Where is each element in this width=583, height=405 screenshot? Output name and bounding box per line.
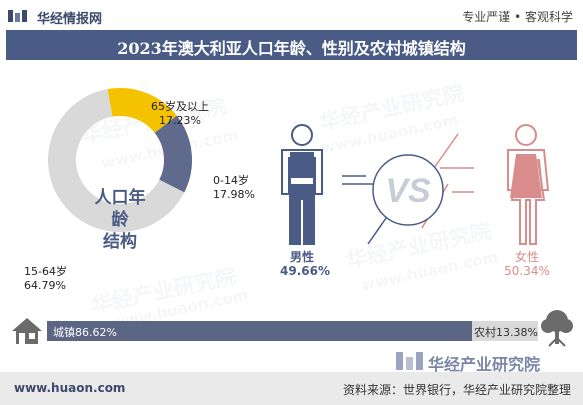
tree-icon xyxy=(541,310,573,347)
footer-site-link[interactable]: www.huaon.com xyxy=(14,381,126,395)
slice-value: 17.98% xyxy=(213,188,255,201)
slice-name: 0-14岁 xyxy=(213,174,249,187)
footer-source: 资料来源：世界银行，华经产业研究院整理 xyxy=(342,383,571,397)
brand-logo-icon xyxy=(8,10,27,22)
donut-center-label-line2: 结构 xyxy=(103,232,137,252)
footer: www.huaon.com 资料来源：世界银行，华经产业研究院整理 xyxy=(0,372,583,405)
watermark-logo: 华经产业研究院 xyxy=(392,350,577,374)
donut-center-label-line1: 人口年龄 xyxy=(94,188,146,230)
slice-label-15-64: 15-64岁 64.79% xyxy=(24,265,67,293)
title-band: 2023年澳大利亚人口年龄、性别及农村城镇结构 xyxy=(6,30,577,60)
female-value: 50.34% xyxy=(504,264,550,278)
urban-bar-segment: 城镇86.62% xyxy=(47,321,472,341)
slice-label-65plus: 65岁及以上 17.23% xyxy=(140,100,220,128)
male-icon xyxy=(281,124,323,245)
watermark-logo-icon xyxy=(396,352,423,370)
donut-slice-15-64 xyxy=(48,89,185,232)
donut-slice-0-14 xyxy=(154,115,192,193)
female-label: 女性 50.34% xyxy=(502,250,552,278)
slice-name: 15-64岁 xyxy=(24,265,67,278)
slice-value: 17.23% xyxy=(159,114,201,127)
female-icon xyxy=(507,124,550,245)
rural-bar-segment: 农村13.38% xyxy=(472,321,538,341)
male-label: 男性 49.66% xyxy=(280,250,330,278)
urban-label: 城镇86.62% xyxy=(53,326,117,339)
male-name: 男性 xyxy=(289,250,314,264)
watermark-logo-text: 华经产业研究院 xyxy=(428,355,541,374)
rural-label: 农村13.38% xyxy=(474,326,538,339)
urban-rural-bar: 城镇86.62% 农村13.38% xyxy=(47,321,538,341)
male-value: 49.66% xyxy=(280,264,330,278)
donut-center-label: 人口年龄 结构 xyxy=(90,187,150,253)
age-donut-chart xyxy=(48,88,192,232)
slice-value: 64.79% xyxy=(24,279,66,292)
donut-slice-65plus xyxy=(107,88,177,134)
slogan: 专业严谨 • 客观科学 xyxy=(462,10,573,24)
chart-title: 2023年澳大利亚人口年龄、性别及农村城镇结构 xyxy=(117,39,466,58)
slice-name: 65岁及以上 xyxy=(151,100,209,113)
brand-name: 华经情报网 xyxy=(37,12,103,27)
house-icon xyxy=(12,318,42,344)
female-name: 女性 xyxy=(514,250,539,264)
slice-label-0-14: 0-14岁 17.98% xyxy=(213,174,255,202)
vs-graphic: VS xyxy=(342,133,474,245)
vs-label: VS xyxy=(385,172,431,210)
top-bar: 华经情报网 专业严谨 • 客观科学 xyxy=(0,0,583,30)
